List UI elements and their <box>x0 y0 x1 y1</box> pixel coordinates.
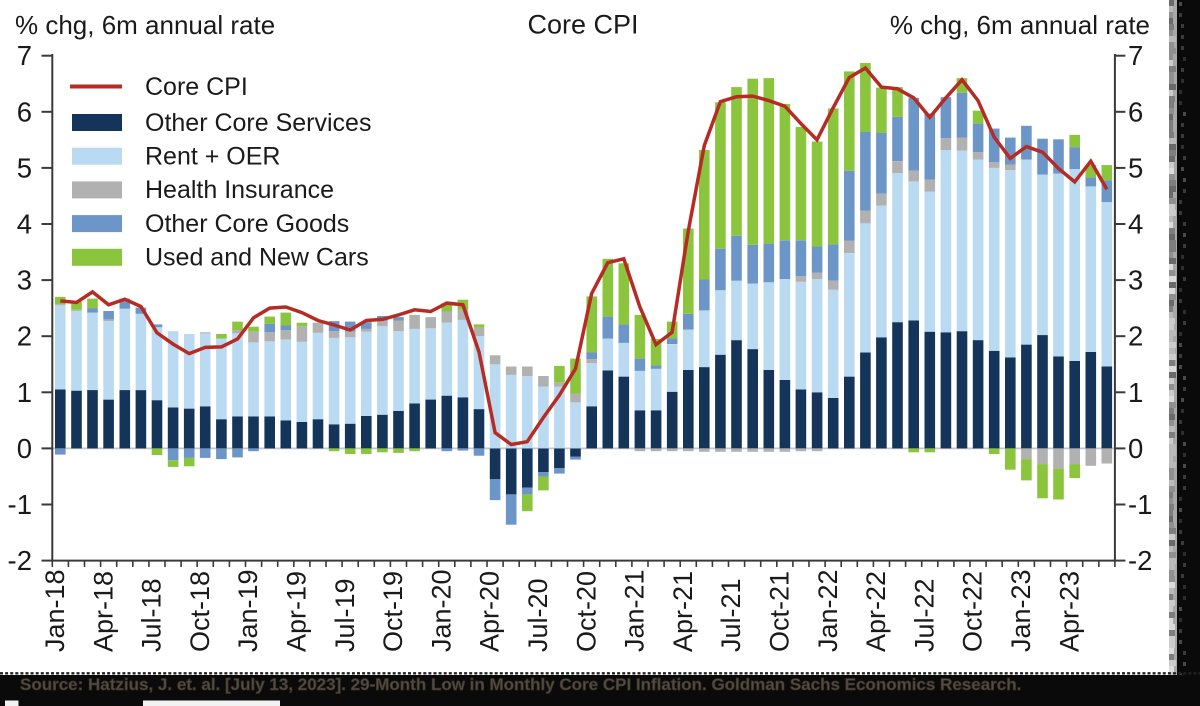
svg-text:6: 6 <box>1128 96 1143 127</box>
svg-text:3: 3 <box>17 265 32 296</box>
svg-text:Jan-23: Jan-23 <box>1006 569 1036 652</box>
svg-text:-2: -2 <box>8 545 32 576</box>
svg-text:Oct-19: Oct-19 <box>378 571 408 652</box>
svg-text:Health Insurance: Health Insurance <box>145 176 334 204</box>
svg-text:Source: Hatzius, J. et. al. [J: Source: Hatzius, J. et. al. [July 13, 20… <box>20 675 1021 694</box>
svg-text:Jul-21: Jul-21 <box>716 578 746 652</box>
svg-text:Jul-18: Jul-18 <box>137 578 167 652</box>
svg-text:0: 0 <box>1128 433 1143 464</box>
svg-text:Jan-22: Jan-22 <box>813 569 843 652</box>
svg-text:Other Core Goods: Other Core Goods <box>145 210 349 238</box>
svg-text:Core CPI: Core CPI <box>527 10 638 40</box>
svg-text:Jul-22: Jul-22 <box>909 578 939 652</box>
svg-text:5: 5 <box>1128 152 1143 183</box>
svg-text:Oct-18: Oct-18 <box>185 571 215 652</box>
svg-text:Jan-20: Jan-20 <box>426 569 456 652</box>
svg-text:Core CPI: Core CPI <box>145 73 248 101</box>
svg-text:Jan-19: Jan-19 <box>233 569 263 652</box>
svg-text:Rent + OER: Rent + OER <box>145 143 280 171</box>
svg-text:2: 2 <box>17 321 32 352</box>
svg-text:% chg, 6m annual rate: % chg, 6m annual rate <box>15 10 275 40</box>
svg-text:3: 3 <box>1128 265 1143 296</box>
svg-text:Jan-18: Jan-18 <box>40 569 70 652</box>
svg-text:Apr-19: Apr-19 <box>282 571 312 652</box>
svg-text:Jan-21: Jan-21 <box>620 569 650 652</box>
svg-text:Apr-18: Apr-18 <box>88 571 118 652</box>
svg-text:7: 7 <box>1128 40 1143 71</box>
svg-text:1: 1 <box>1128 377 1143 408</box>
svg-text:6: 6 <box>17 96 32 127</box>
svg-text:Jul-20: Jul-20 <box>523 578 553 652</box>
svg-text:% chg, 6m annual rate: % chg, 6m annual rate <box>890 10 1150 40</box>
svg-text:Oct-21: Oct-21 <box>765 571 795 652</box>
svg-text:Oct-22: Oct-22 <box>958 571 988 652</box>
svg-text:4: 4 <box>17 209 32 240</box>
svg-text:-1: -1 <box>1128 489 1152 520</box>
svg-text:Apr-20: Apr-20 <box>475 571 505 652</box>
svg-text:Apr-22: Apr-22 <box>861 571 891 652</box>
svg-text:Jul-19: Jul-19 <box>330 578 360 652</box>
svg-text:0: 0 <box>17 433 32 464</box>
svg-text:Apr-21: Apr-21 <box>668 571 698 652</box>
svg-text:2: 2 <box>1128 321 1143 352</box>
svg-text:4: 4 <box>1128 209 1143 240</box>
svg-text:5: 5 <box>17 152 32 183</box>
svg-text:Other Core Services: Other Core Services <box>145 109 371 137</box>
svg-text:7: 7 <box>17 40 32 71</box>
svg-text:Used and New Cars: Used and New Cars <box>145 244 369 272</box>
svg-text:-1: -1 <box>8 489 32 520</box>
svg-text:-2: -2 <box>1128 545 1152 576</box>
svg-text:1: 1 <box>17 377 32 408</box>
svg-text:Apr-23: Apr-23 <box>1054 571 1084 652</box>
svg-text:Oct-20: Oct-20 <box>571 571 601 652</box>
